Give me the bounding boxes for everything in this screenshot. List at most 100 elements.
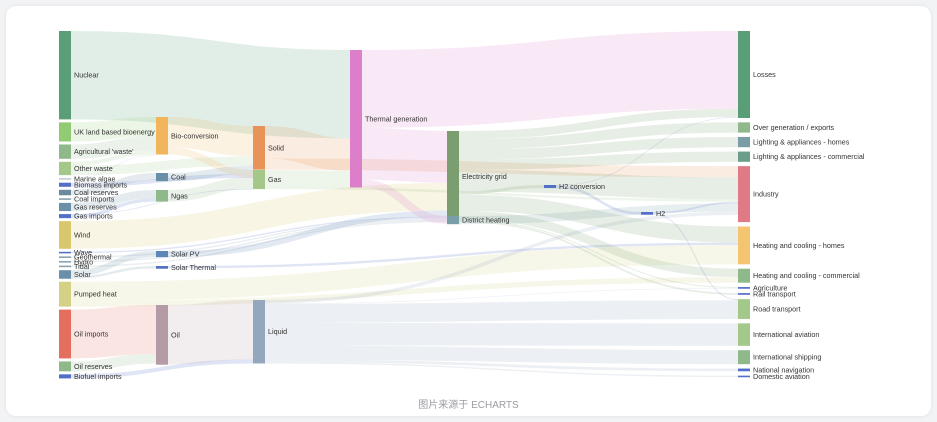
node-h2-conversion [544, 185, 556, 189]
link-liquid-to-international-shipping [264, 345, 739, 365]
link-coal-imports-to-coal [70, 178, 157, 200]
node-wave [59, 251, 71, 254]
link-tidal-to-electricity-grid [70, 220, 448, 267]
node-heating-and-cooling-commercial [738, 268, 750, 283]
node-nuclear [59, 31, 71, 120]
link-liquid-to-road-transport [264, 300, 739, 323]
link-electricity-grid-to-lighting-appliances-commercial [458, 151, 739, 170]
link-bio-conversion-to-gas [167, 147, 254, 178]
node-label-coal-imports: Coal imports [74, 195, 115, 204]
node-solar-pv [156, 251, 168, 258]
link-wind-to-electricity-grid [70, 182, 448, 249]
node-oil-reserves [59, 361, 71, 372]
link-h2-conversion-to-losses [555, 116, 739, 186]
node-label-pumped-heat: Pumped heat [74, 290, 117, 299]
node-label-geothermal: Geothermal [74, 253, 112, 262]
link-electricity-grid-to-rail-transport [458, 220, 739, 295]
link-uk-land-based-bioenergy-to-bio-conversion [70, 117, 157, 142]
node-label-international-aviation: International aviation [753, 330, 819, 339]
link-solid-to-industry [264, 158, 739, 178]
link-other-waste-to-bio-conversion [70, 150, 157, 166]
node-gas [253, 170, 265, 190]
node-label-other-waste: Other waste [74, 164, 113, 173]
link-liquid-to-agriculture [264, 288, 739, 305]
node-label-over-generation-exports: Over generation / exports [753, 123, 835, 132]
node-international-shipping [738, 350, 750, 365]
node-label-rail-transport: Rail transport [753, 289, 796, 298]
node-label-electricity-grid: Electricity grid [462, 172, 507, 181]
link-pumped-heat-to-heating-and-cooling-homes [70, 244, 739, 302]
node-label-marine-algae: Marine algae [74, 174, 116, 183]
link-electricity-grid-to-heating-and-cooling-commercial [458, 210, 739, 278]
node-label-tidal: Tidal [74, 262, 90, 271]
link-thermal-generation-to-losses [361, 31, 739, 128]
node-label-biofuel-imports: Biofuel imports [74, 372, 122, 381]
node-pumped-heat [59, 281, 71, 307]
link-geothermal-to-electricity-grid [70, 218, 448, 258]
node-label-h2: H2 [656, 209, 665, 218]
node-label-wind: Wind [74, 230, 90, 239]
node-coal-reserves [59, 189, 71, 196]
sankey-links [70, 31, 739, 379]
link-solar-to-solar-thermal [70, 265, 157, 279]
link-agricultural-waste-to-bio-conversion [70, 136, 157, 159]
node-oil [156, 305, 168, 365]
node-label-lighting-appliances-commercial: Lighting & appliances - commercial [753, 152, 865, 161]
node-label-ngas: Ngas [171, 191, 188, 200]
link-wave-to-electricity-grid [70, 216, 448, 254]
node-liquid [253, 300, 265, 364]
link-marine-algae-to-bio-conversion [70, 154, 157, 180]
node-solar-thermal [156, 266, 168, 269]
node-label-domestic-aviation: Domestic aviation [753, 372, 810, 381]
node-label-road-transport: Road transport [753, 305, 801, 314]
link-coal-reserves-to-coal [70, 173, 157, 196]
sankey-labels: Nuclear UK land based bioenergy Agricultur… [74, 70, 865, 381]
link-bio-conversion-to-solid [167, 117, 254, 157]
link-solar-to-solar-pv [70, 251, 157, 277]
node-label-coal-reserves: Coal reserves [74, 188, 119, 197]
node-label-coal: Coal [171, 173, 186, 182]
link-liquid-to-industry [264, 211, 739, 304]
node-geothermal [59, 256, 71, 258]
node-label-uk-land-based-bioenergy: UK land based bioenergy [74, 127, 155, 136]
node-label-district-heating: District heating [462, 216, 510, 225]
node-biomass-imports [59, 182, 71, 187]
node-coal [156, 173, 168, 182]
node-national-navigation [738, 368, 750, 372]
node-rail-transport [738, 293, 750, 295]
node-heating-and-cooling-homes [738, 226, 750, 265]
node-over-generation-exports [738, 122, 750, 133]
node-gas-imports [59, 214, 71, 219]
node-hydro [59, 260, 71, 263]
link-thermal-generation-to-electricity-grid [361, 127, 448, 183]
link-pumped-heat-to-heating-and-cooling-commercial [70, 277, 739, 307]
node-solar [59, 270, 71, 279]
node-h2 [641, 212, 653, 215]
link-gas-imports-to-gas [70, 188, 254, 215]
node-label-oil-reserves: Oil reserves [74, 362, 113, 371]
node-marine-algae [59, 178, 71, 180]
link-liquid-to-domestic-aviation [264, 362, 739, 378]
link-electricity-grid-to-heating-and-cooling-homes [458, 194, 739, 243]
node-label-heating-and-cooling-homes: Heating and cooling - homes [753, 241, 845, 250]
node-label-agricultural-waste: Agricultural 'waste' [74, 147, 134, 156]
link-oil-reserves-to-oil [70, 353, 157, 372]
node-gas-reserves [59, 202, 71, 212]
node-tidal [59, 265, 71, 268]
node-domestic-aviation [738, 375, 750, 378]
link-h2-to-road-transport [652, 213, 739, 301]
link-other-waste-to-solid [70, 156, 254, 176]
link-electricity-grid-to-agriculture [458, 219, 739, 289]
node-label-h2-conversion: H2 conversion [559, 182, 605, 191]
node-label-thermal-generation: Thermal generation [365, 114, 427, 123]
node-district-heating [447, 216, 459, 225]
node-coal-imports [59, 198, 71, 200]
link-biofuel-imports-to-liquid [70, 359, 254, 379]
node-international-aviation [738, 323, 750, 346]
image-source-caption: 图片来源于 ECHARTS [418, 400, 519, 411]
node-label-gas-reserves: Gas reserves [74, 202, 117, 211]
link-h2-to-industry [652, 201, 739, 214]
node-lighting-appliances-commercial [738, 151, 750, 162]
link-solar-pv-to-electricity-grid [167, 210, 448, 258]
node-label-lighting-appliances-homes: Lighting & appliances - homes [753, 138, 850, 147]
